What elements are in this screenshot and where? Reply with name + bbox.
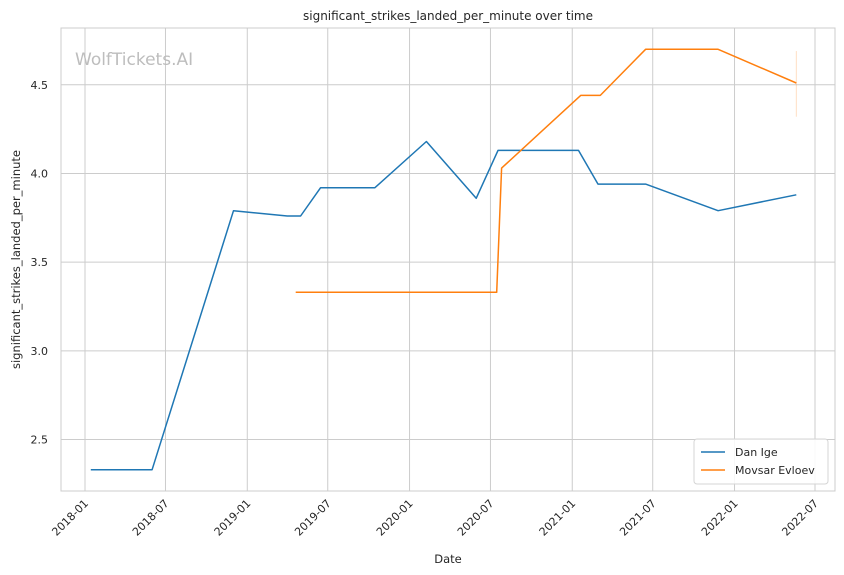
x-tick-label: 2022-01 bbox=[699, 497, 741, 539]
y-tick-label: 4.0 bbox=[31, 167, 49, 180]
legend-box bbox=[693, 438, 829, 485]
x-tick-label: 2022-07 bbox=[779, 497, 821, 539]
watermark: WolfTickets.AI bbox=[75, 50, 193, 70]
series-layer bbox=[90, 48, 797, 471]
x-tick-label: 2019-07 bbox=[292, 497, 334, 539]
legend-label: Movsar Evloev bbox=[735, 464, 815, 477]
x-tick-label: 2021-07 bbox=[617, 497, 659, 539]
x-tick-label: 2020-01 bbox=[374, 497, 416, 539]
y-axis-label: significant_strikes_landed_per_minute bbox=[9, 150, 23, 369]
legend-label: Dan Ige bbox=[735, 446, 778, 459]
x-axis-label: Date bbox=[434, 552, 462, 566]
y-tick-labels: 2.5 3.0 3.5 4.0 4.5 bbox=[31, 79, 49, 447]
series-line-1 bbox=[90, 140, 797, 471]
x-tick-labels: 2018-01 2018-07 2019-01 2019-07 2020-01 2020-… bbox=[49, 497, 821, 539]
legend: Dan Ige Movsar Evloev bbox=[693, 438, 829, 485]
series-line-2 bbox=[295, 48, 797, 294]
chart-title: significant_strikes_landed_per_minute ov… bbox=[303, 9, 593, 23]
y-tick-label: 2.5 bbox=[31, 434, 49, 447]
y-tick-label: 4.5 bbox=[31, 79, 49, 92]
grid bbox=[61, 28, 835, 491]
x-tick-label: 2018-01 bbox=[49, 497, 91, 539]
y-tick-label: 3.5 bbox=[31, 256, 49, 269]
x-tick-label: 2019-01 bbox=[212, 497, 254, 539]
x-tick-label: 2018-07 bbox=[130, 497, 172, 539]
y-tick-label: 3.0 bbox=[31, 345, 49, 358]
x-tick-label: 2021-01 bbox=[537, 497, 579, 539]
plot-frame bbox=[60, 27, 836, 492]
x-tick-label: 2020-07 bbox=[455, 497, 497, 539]
